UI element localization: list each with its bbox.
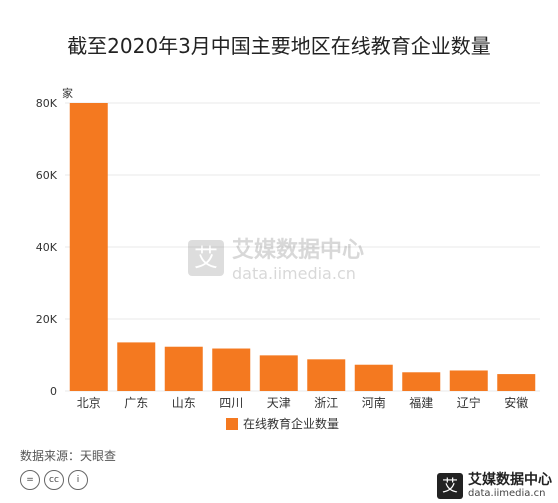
brand-logo-icon: 艾	[437, 472, 463, 499]
legend: 在线教育企业数量	[226, 416, 339, 431]
x-tick-label: 天津	[267, 396, 291, 410]
x-tick-label: 广东	[124, 396, 148, 410]
chart-title: 截至2020年3月中国主要地区在线教育企业数量	[67, 34, 491, 58]
x-tick-label: 安徽	[504, 395, 528, 410]
cc-license-icon: cc	[44, 470, 64, 490]
x-tick-label: 北京	[77, 396, 101, 410]
bar	[497, 374, 536, 391]
license-icons: = cc i	[20, 470, 88, 490]
legend-swatch	[226, 418, 238, 430]
brand-url: data.iimedia.cn	[468, 488, 546, 499]
y-tick-label: 80K	[36, 97, 58, 110]
watermark-name: 艾媒数据中心	[232, 238, 365, 263]
bar	[69, 103, 108, 391]
x-tick-label: 辽宁	[457, 395, 481, 410]
x-tick-label: 山东	[172, 396, 196, 410]
bar	[117, 342, 156, 391]
x-tick-label: 福建	[409, 395, 433, 410]
bar	[259, 355, 298, 391]
legend-label: 在线教育企业数量	[243, 416, 339, 431]
x-tick-label: 四川	[219, 396, 243, 410]
bar	[212, 348, 251, 391]
x-tick-label: 浙江	[314, 396, 338, 410]
y-unit-label: 家	[62, 86, 73, 100]
bar	[164, 346, 203, 391]
watermark-url: data.iimedia.cn	[232, 264, 356, 283]
x-tick-label: 河南	[362, 395, 386, 410]
brand-name: 艾媒数据中心	[468, 471, 552, 488]
nd-license-icon: =	[20, 470, 40, 490]
watermark-logo-icon: 艾	[188, 239, 224, 276]
brand: 艾 艾媒数据中心 data.iimedia.cn	[437, 471, 552, 499]
y-tick-label: 60K	[36, 169, 58, 182]
by-license-icon: i	[68, 470, 88, 490]
y-tick-label: 0	[50, 385, 57, 398]
bar	[307, 359, 346, 391]
y-tick-label: 40K	[36, 241, 58, 254]
bar	[402, 372, 441, 391]
bar	[354, 364, 393, 391]
data-source: 数据来源：天眼查	[20, 449, 117, 463]
bar	[449, 370, 488, 391]
bar-chart: 0 20K 40K 60K 80K 北京 广东 山东 四川 天津 浙江 河南 福建 辽宁 安徽 家 在线教…	[36, 86, 540, 431]
watermark: 艾 艾媒数据中心 data.iimedia.cn	[188, 232, 364, 283]
y-tick-label: 20K	[36, 313, 58, 326]
